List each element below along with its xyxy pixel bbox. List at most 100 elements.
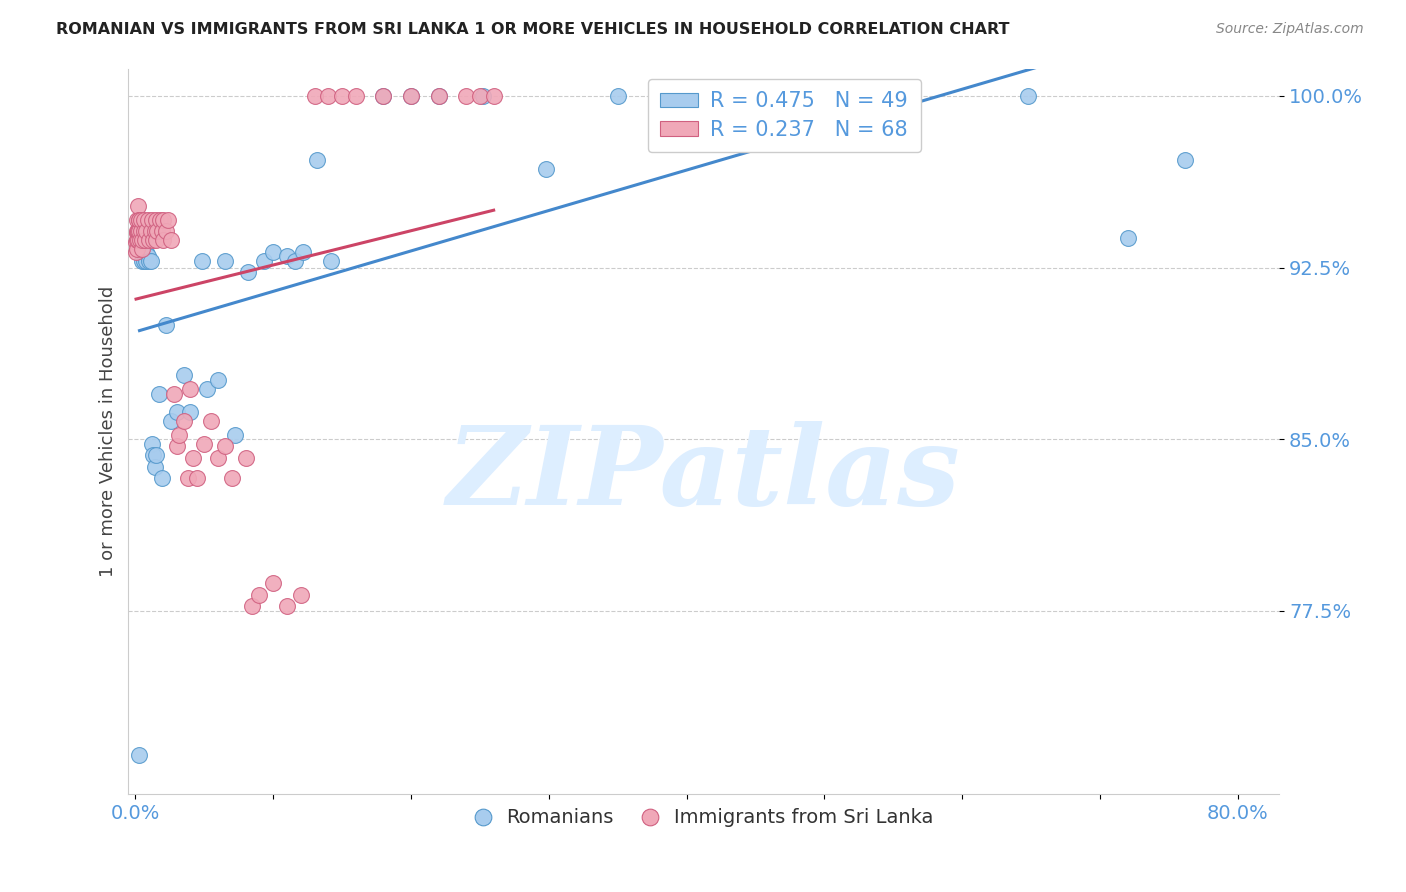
Point xyxy=(242,599,264,614)
Point xyxy=(373,89,395,103)
Point xyxy=(193,437,215,451)
Y-axis label: 1 or more Vehicles in Household: 1 or more Vehicles in Household xyxy=(100,285,117,577)
Point xyxy=(166,405,188,419)
Point xyxy=(316,89,339,103)
Point xyxy=(125,227,148,241)
Point xyxy=(224,427,246,442)
Point xyxy=(134,235,156,250)
Point xyxy=(157,212,180,227)
Point xyxy=(129,233,152,247)
Point xyxy=(146,224,169,238)
Point xyxy=(128,212,150,227)
Point xyxy=(1116,231,1139,245)
Point xyxy=(678,89,700,103)
Point xyxy=(207,450,229,465)
Point xyxy=(292,244,315,259)
Point xyxy=(142,233,165,247)
Point xyxy=(195,382,218,396)
Point xyxy=(131,233,153,247)
Point xyxy=(276,249,298,263)
Point xyxy=(399,89,422,103)
Point xyxy=(135,244,157,259)
Point xyxy=(149,212,172,227)
Point xyxy=(884,89,907,103)
Point xyxy=(166,439,188,453)
Point xyxy=(468,89,491,103)
Point xyxy=(128,212,150,227)
Text: ROMANIAN VS IMMIGRANTS FROM SRI LANKA 1 OR MORE VEHICLES IN HOUSEHOLD CORRELATIO: ROMANIAN VS IMMIGRANTS FROM SRI LANKA 1 … xyxy=(56,22,1010,37)
Point xyxy=(344,89,367,103)
Point xyxy=(132,253,155,268)
Point xyxy=(143,224,166,238)
Point xyxy=(482,89,505,103)
Point xyxy=(163,386,186,401)
Point xyxy=(131,253,153,268)
Point xyxy=(186,471,208,485)
Point xyxy=(135,253,157,268)
Point xyxy=(132,212,155,227)
Point xyxy=(276,599,298,614)
Point xyxy=(173,368,195,383)
Point xyxy=(373,89,395,103)
Point xyxy=(534,162,557,177)
Point xyxy=(148,386,170,401)
Point xyxy=(127,233,149,247)
Point xyxy=(262,244,284,259)
Point xyxy=(129,224,152,238)
Point xyxy=(247,588,270,602)
Point xyxy=(155,318,177,332)
Point xyxy=(307,153,329,167)
Point xyxy=(1174,153,1197,167)
Point xyxy=(456,89,478,103)
Point xyxy=(145,212,167,227)
Point xyxy=(200,414,222,428)
Point xyxy=(136,249,159,263)
Point xyxy=(179,405,201,419)
Point xyxy=(207,373,229,387)
Point xyxy=(179,382,201,396)
Point xyxy=(152,233,174,247)
Point xyxy=(235,450,257,465)
Point xyxy=(150,224,173,238)
Text: Source: ZipAtlas.com: Source: ZipAtlas.com xyxy=(1216,22,1364,37)
Point xyxy=(290,588,312,602)
Point xyxy=(127,199,149,213)
Point xyxy=(143,459,166,474)
Point xyxy=(648,89,671,103)
Point xyxy=(145,448,167,462)
Point xyxy=(127,233,149,247)
Point xyxy=(127,224,149,238)
Point xyxy=(304,89,326,103)
Point xyxy=(155,224,177,238)
Point xyxy=(330,89,353,103)
Point xyxy=(129,212,152,227)
Point xyxy=(181,450,204,465)
Point xyxy=(214,439,236,453)
Point xyxy=(128,224,150,238)
Point xyxy=(125,244,148,259)
Legend: Romanians, Immigrants from Sri Lanka: Romanians, Immigrants from Sri Lanka xyxy=(467,800,941,835)
Point xyxy=(132,244,155,259)
Point xyxy=(127,224,149,238)
Point xyxy=(138,233,160,247)
Point xyxy=(145,233,167,247)
Point xyxy=(127,224,149,238)
Point xyxy=(139,224,162,238)
Point xyxy=(142,448,165,462)
Point xyxy=(160,414,183,428)
Point xyxy=(134,244,156,259)
Point xyxy=(1017,89,1039,103)
Point xyxy=(134,249,156,263)
Point xyxy=(238,265,260,279)
Point xyxy=(815,89,838,103)
Point xyxy=(131,243,153,257)
Point xyxy=(138,253,160,268)
Point xyxy=(150,471,173,485)
Point xyxy=(139,253,162,268)
Point xyxy=(214,253,236,268)
Point xyxy=(319,253,342,268)
Point xyxy=(128,748,150,763)
Point xyxy=(262,576,284,591)
Point xyxy=(125,243,148,257)
Point xyxy=(134,233,156,247)
